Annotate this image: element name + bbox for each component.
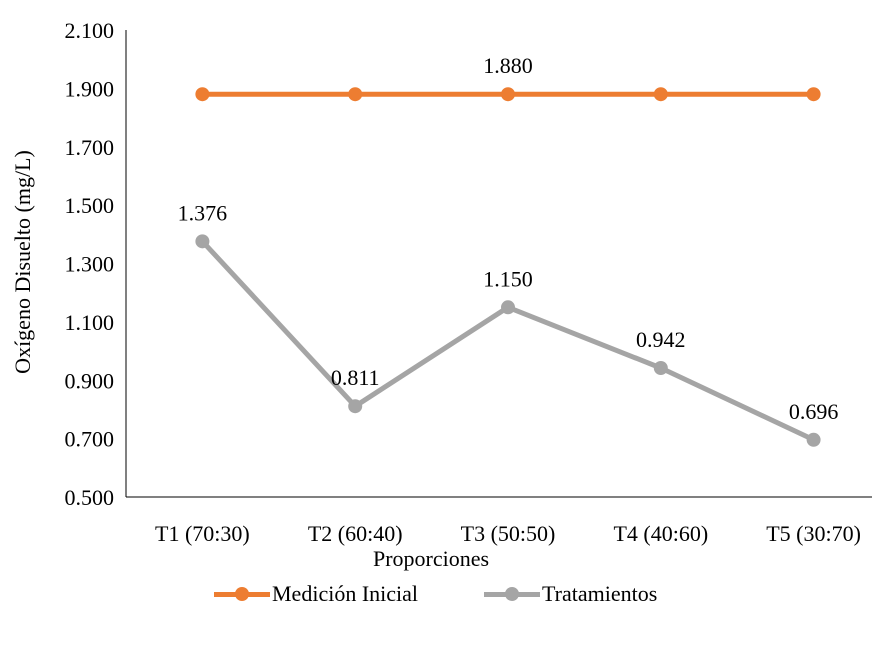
y-tick-label: 0.500 xyxy=(65,485,115,510)
x-tick-labels: T1 (70:30) T2 (60:40) T3 (50:50) T4 (40:60)… xyxy=(155,521,861,546)
y-tick-label: 0.700 xyxy=(65,427,115,452)
x-tick-label: T3 (50:50) xyxy=(461,521,556,546)
x-tick-label: T4 (40:60) xyxy=(613,521,708,546)
line-chart: 0.500 0.700 0.900 1.100 1.300 1.500 1.700 1.900… xyxy=(10,18,872,571)
x-tick-label: T1 (70:30) xyxy=(155,521,250,546)
data-point-tratamientos xyxy=(348,399,363,414)
y-tick-label: 2.100 xyxy=(65,18,115,43)
y-tick-label: 1.100 xyxy=(65,310,115,335)
y-tick-labels: 0.500 0.700 0.900 1.100 1.300 1.500 1.700 1.900… xyxy=(65,18,115,510)
data-label-medicion-inicial: 1.880 xyxy=(483,53,533,78)
y-axis-label: Oxígeno Disuelto (mg/L) xyxy=(10,150,35,374)
data-point-medicion-inicial xyxy=(653,87,668,102)
y-tick-label: 1.300 xyxy=(65,252,115,277)
y-tick-label: 1.900 xyxy=(65,76,115,101)
data-point-medicion-inicial xyxy=(501,87,515,102)
y-tick-label: 0.900 xyxy=(65,368,115,393)
legend-item-medicion-inicial: Medición Inicial xyxy=(214,574,418,614)
data-label-tratamientos: 0.696 xyxy=(789,399,839,424)
legend-item-tratamientos: Tratamientos xyxy=(484,574,657,614)
data-point-medicion-inicial xyxy=(806,87,821,102)
data-point-tratamientos xyxy=(195,234,210,249)
x-axis-label: Proporciones xyxy=(373,546,489,571)
data-label-tratamientos: 1.376 xyxy=(178,200,228,225)
series-group xyxy=(195,87,821,447)
data-label-tratamientos: 0.942 xyxy=(636,327,686,352)
data-point-medicion-inicial xyxy=(195,87,210,102)
legend-label-medicion-inicial: Medición Inicial xyxy=(272,581,419,606)
data-label-tratamientos: 1.150 xyxy=(483,266,533,291)
data-point-tratamientos xyxy=(653,360,668,375)
data-point-medicion-inicial xyxy=(348,87,363,102)
data-label-tratamientos: 0.811 xyxy=(331,365,380,390)
data-labels: 1.880 1.376 0.811 1.150 0.942 0.696 xyxy=(178,53,839,424)
legend-label-tratamientos: Tratamientos xyxy=(542,581,658,606)
legend-swatch-tratamientos xyxy=(484,582,540,606)
x-tick-label: T5 (30:70) xyxy=(766,521,861,546)
data-point-tratamientos xyxy=(501,300,515,315)
y-tick-label: 1.700 xyxy=(65,135,115,160)
data-point-tratamientos xyxy=(806,432,821,447)
legend-swatch-medicion-inicial xyxy=(214,582,270,606)
y-tick-label: 1.500 xyxy=(65,193,115,218)
x-tick-label: T2 (60:40) xyxy=(308,521,403,546)
